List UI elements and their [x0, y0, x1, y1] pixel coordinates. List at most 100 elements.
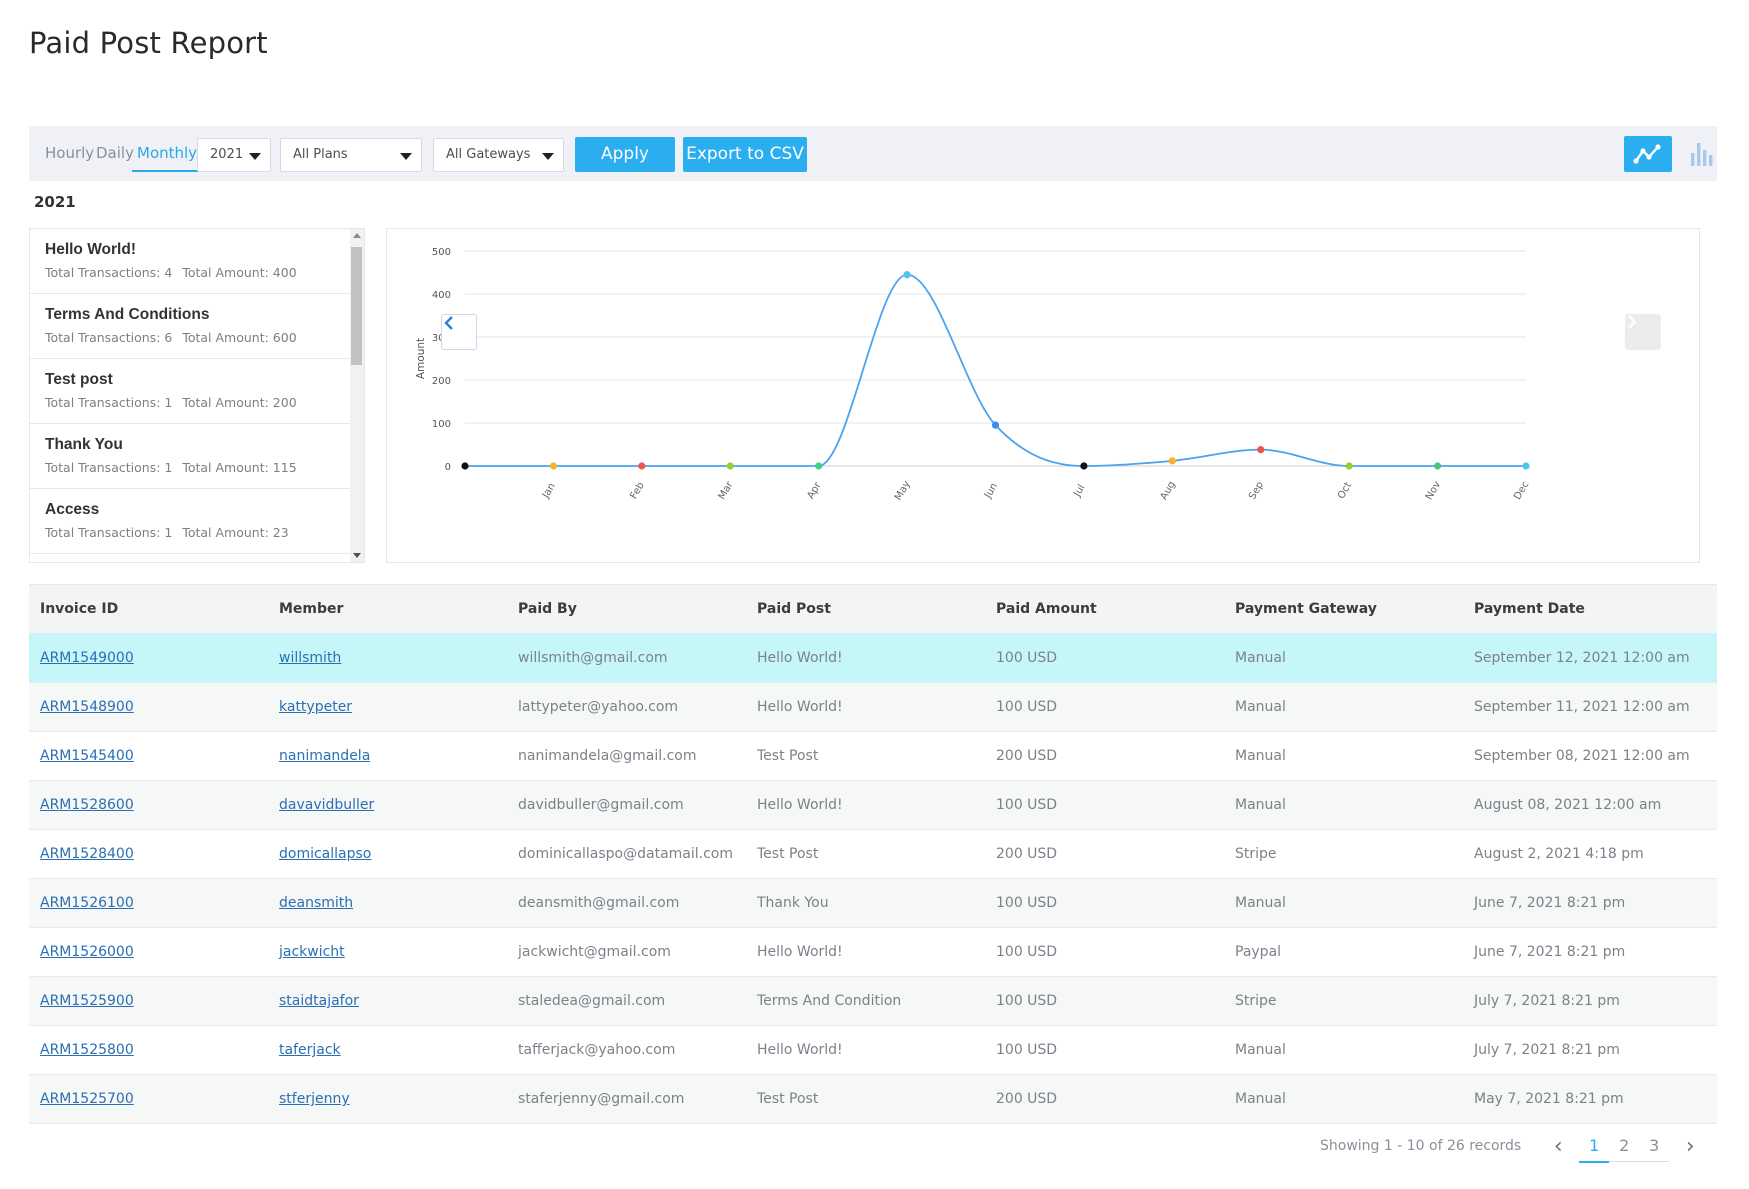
post-title: Terms And Conditions [45, 306, 210, 323]
chart-canvas: 0100200300400500AmountJanFebMarAprMayJun… [415, 247, 1531, 502]
column-header[interactable]: Paid Post [746, 584, 985, 634]
member-link[interactable]: nanimandela [279, 748, 371, 764]
table-cell: willsmith [268, 633, 507, 683]
line-chart-icon [1633, 144, 1661, 164]
table-row[interactable]: ARM1525900 staidtajafor staledea@gmail.com… [29, 976, 1717, 1026]
table-cell: 100 USD [985, 633, 1224, 683]
column-header[interactable]: Member [268, 584, 507, 634]
member-link[interactable]: staidtajafor [279, 993, 359, 1009]
x-tick-label: May [893, 479, 913, 502]
paid-post-cell: Thank You [757, 895, 829, 911]
member-link[interactable]: davavidbuller [279, 797, 375, 813]
invoice-id-link[interactable]: ARM1528600 [40, 797, 134, 813]
table-row[interactable]: ARM1528400 domicallapso dominicallaspo@dat… [29, 829, 1717, 879]
paid-by-cell: staledea@gmail.com [518, 993, 666, 1009]
table-row[interactable]: ARM1548900 kattypeter lattypeter@yahoo.com… [29, 682, 1717, 732]
list-item[interactable]: Thank You Total Transactions: 1 Total Amo… [30, 424, 350, 489]
list-item[interactable]: Hello World! Total Transactions: 4 Total … [30, 229, 350, 294]
tab-monthly[interactable]: Monthly [132, 144, 201, 172]
list-item[interactable]: Test post Total Transactions: 1 Total Amo… [30, 359, 350, 424]
table-cell: 200 USD [985, 1074, 1224, 1124]
table-row[interactable]: ARM1528600 davavidbuller davidbuller@gmail… [29, 780, 1717, 830]
table-cell: 100 USD [985, 976, 1224, 1026]
chart-prev-button[interactable] [441, 314, 477, 350]
invoice-id-link[interactable]: ARM1525900 [40, 993, 134, 1009]
list-item[interactable]: Access Total Transactions: 1 Total Amount… [30, 489, 350, 554]
payment-date-cell: August 08, 2021 12:00 am [1474, 797, 1662, 813]
year-heading: 2021 [34, 193, 76, 211]
chevron-left-icon[interactable]: ‹ [1553, 1133, 1563, 1159]
table-row[interactable]: ARM1549000 willsmith willsmith@gmail.com He… [29, 633, 1717, 683]
table-cell: ARM1525900 [29, 976, 268, 1026]
member-link[interactable]: kattypeter [279, 699, 353, 715]
scroll-down-icon[interactable] [353, 553, 361, 558]
table-cell: 200 USD [985, 829, 1224, 879]
invoice-id-link[interactable]: ARM1526100 [40, 895, 134, 911]
scroll-thumb[interactable] [351, 247, 362, 365]
year-select-value: 2021 [210, 147, 244, 162]
table-header-row: Invoice ID Member Paid By Paid Post Paid… [29, 584, 1717, 634]
post-transactions: Total Transactions: 1 [45, 460, 173, 475]
table-cell: Manual [1224, 1025, 1463, 1075]
chevron-right-icon[interactable]: › [1685, 1133, 1695, 1159]
table-cell: Thank You [746, 878, 985, 928]
invoice-id-link[interactable]: ARM1525700 [40, 1091, 134, 1107]
column-header[interactable]: Payment Gateway [1224, 584, 1463, 634]
data-point [1345, 462, 1353, 470]
scrollbar[interactable] [350, 229, 364, 562]
series-line [465, 273, 1526, 467]
table-row[interactable]: ARM1525700 stferjenny staferjenny@gmail.co… [29, 1074, 1717, 1124]
column-header[interactable]: Invoice ID [29, 584, 268, 634]
invoice-id-link[interactable]: ARM1528400 [40, 846, 134, 862]
member-link[interactable]: deansmith [279, 895, 354, 911]
member-link[interactable]: jackwicht [279, 944, 345, 960]
invoice-id-link[interactable]: ARM1548900 [40, 699, 134, 715]
chart-next-button[interactable] [1625, 314, 1661, 350]
tab-hourly[interactable]: Hourly [45, 144, 95, 162]
y-tick-label: 200 [432, 376, 451, 387]
tab-daily[interactable]: Daily [96, 144, 134, 162]
column-header[interactable]: Payment Date [1463, 584, 1717, 634]
line-chart-view-button[interactable] [1624, 136, 1672, 172]
scroll-up-icon[interactable] [353, 233, 361, 238]
page-title: Paid Post Report [29, 26, 268, 60]
page-3-button[interactable]: 3 [1639, 1130, 1670, 1162]
invoice-id-link[interactable]: ARM1526000 [40, 944, 134, 960]
x-tick-label: Oct [1336, 480, 1354, 501]
filter-toolbar: Hourly Daily Monthly 2021 All Plans All … [29, 126, 1717, 181]
column-header[interactable]: Paid By [507, 584, 746, 634]
table-row[interactable]: ARM1545400 nanimandela nanimandela@gmail.c… [29, 731, 1717, 781]
gateway-select[interactable]: All Gateways [433, 138, 564, 172]
export-csv-button[interactable]: Export to CSV [683, 137, 807, 172]
post-meta: Total Transactions: 1 Total Amount: 200 [45, 395, 335, 410]
table-row[interactable]: ARM1526000 jackwicht jackwicht@gmail.com He… [29, 927, 1717, 977]
list-item[interactable]: Terms And Conditions Total Transactions:… [30, 294, 350, 359]
payment-date-cell: September 08, 2021 12:00 am [1474, 748, 1690, 764]
invoice-id-link[interactable]: ARM1545400 [40, 748, 134, 764]
year-select[interactable]: 2021 [197, 138, 271, 172]
bar-chart-icon [1691, 143, 1713, 166]
table-cell: jackwicht [268, 927, 507, 977]
table-cell: taferjack [268, 1025, 507, 1075]
payment-gateway-cell: Manual [1235, 1091, 1286, 1107]
member-link[interactable]: taferjack [279, 1042, 341, 1058]
apply-button[interactable]: Apply [575, 137, 675, 172]
table-cell: domicallapso [268, 829, 507, 879]
invoice-id-link[interactable]: ARM1549000 [40, 650, 134, 666]
member-link[interactable]: willsmith [279, 650, 342, 666]
table-cell: 100 USD [985, 927, 1224, 977]
paid-amount-cell: 100 USD [996, 993, 1058, 1009]
table-row[interactable]: ARM1526100 deansmith deansmith@gmail.com Th… [29, 878, 1717, 928]
plan-select[interactable]: All Plans [280, 138, 422, 172]
bar-chart-view-button[interactable] [1679, 136, 1727, 172]
member-link[interactable]: stferjenny [279, 1091, 350, 1107]
table-cell: ARM1526100 [29, 878, 268, 928]
table-cell: Stripe [1224, 976, 1463, 1026]
invoice-id-link[interactable]: ARM1525800 [40, 1042, 134, 1058]
page-2-button[interactable]: 2 [1609, 1130, 1640, 1162]
page-1-button[interactable]: 1 [1579, 1130, 1610, 1163]
table-cell: ARM1528400 [29, 829, 268, 879]
member-link[interactable]: domicallapso [279, 846, 372, 862]
column-header[interactable]: Paid Amount [985, 584, 1224, 634]
table-row[interactable]: ARM1525800 taferjack tafferjack@yahoo.com H… [29, 1025, 1717, 1075]
